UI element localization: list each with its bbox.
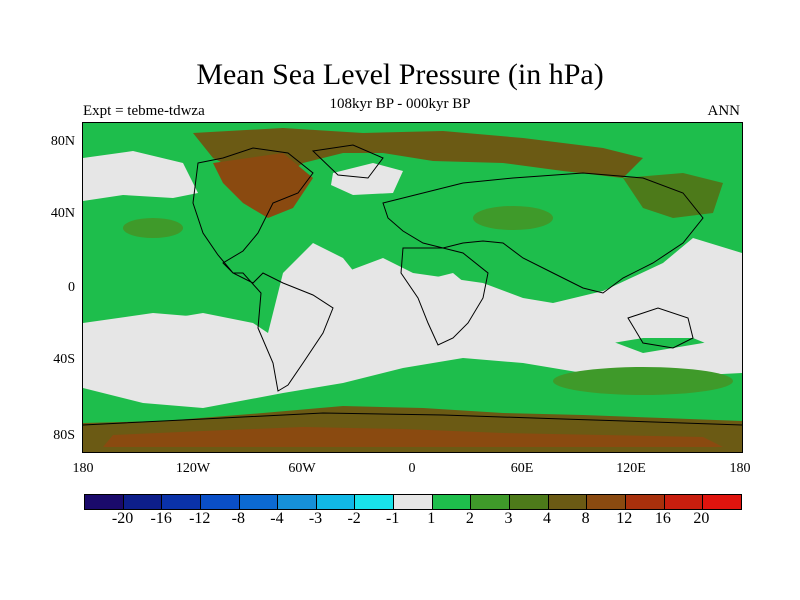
x-label-60e: 60E — [510, 461, 534, 476]
legend-label: 20 — [693, 510, 710, 527]
season-label: ANN — [707, 103, 741, 119]
pressure-map — [82, 122, 743, 453]
x-label-0: 0 — [408, 461, 416, 476]
grey-south-pacific — [83, 313, 303, 388]
legend-swatch — [85, 495, 124, 509]
x-label-120w: 120W — [175, 461, 211, 476]
grey-north-atlantic — [331, 163, 403, 195]
legend-label: -2 — [347, 510, 361, 527]
y-label-80s: 80S — [53, 428, 75, 443]
legend-label: -12 — [189, 510, 211, 527]
legend-swatch — [123, 495, 163, 509]
legend-swatch — [548, 495, 588, 509]
map-subtitle: 108kyr BP - 000kyr BP — [329, 96, 471, 112]
legend-label: -3 — [308, 510, 323, 527]
x-label-180w: 180 — [72, 461, 94, 476]
grey-north-pacific — [83, 151, 198, 201]
green-patch-north-pacific — [123, 218, 183, 238]
legend-swatch — [200, 495, 240, 509]
legend-swatch — [471, 495, 511, 509]
x-label-60w: 60W — [288, 461, 316, 476]
legend-label: 16 — [654, 510, 671, 527]
legend-swatch — [355, 495, 395, 509]
color-legend — [84, 494, 742, 510]
olive-east-asia — [623, 173, 723, 218]
legend-swatch — [394, 495, 433, 509]
legend-swatch — [510, 495, 549, 509]
legend-swatch — [162, 495, 201, 509]
legend-label: -20 — [111, 510, 134, 527]
darkbrown-antarctic — [103, 427, 723, 447]
legend-swatch — [587, 495, 626, 509]
x-label-180e: 180 — [729, 461, 751, 476]
legend-swatch — [703, 495, 741, 509]
legend-swatch — [278, 495, 317, 509]
legend-swatch — [664, 495, 704, 509]
legend-swatch — [625, 495, 665, 509]
legend-label: 4 — [543, 510, 552, 527]
legend-label: -16 — [150, 510, 172, 527]
legend-label: -4 — [270, 510, 284, 527]
x-label-120e: 120E — [616, 461, 646, 476]
legend-label: 1 — [427, 510, 436, 527]
coastlines — [83, 144, 742, 426]
green-patch-south-indian — [553, 367, 733, 395]
grey-atlantic-indian — [343, 238, 742, 358]
y-label-40n: 40N — [50, 206, 75, 221]
legend-label: 3 — [504, 510, 513, 527]
legend-label: 12 — [616, 510, 633, 527]
y-label-40s: 40S — [53, 352, 75, 367]
legend-swatch — [432, 495, 472, 509]
y-label-0: 0 — [68, 280, 75, 295]
brown-north-america — [213, 153, 313, 218]
legend-label: 8 — [581, 510, 590, 527]
y-label-80n: 80N — [50, 134, 75, 149]
brown-north-high — [193, 128, 643, 183]
legend-label: 2 — [465, 510, 474, 527]
legend-swatch — [239, 495, 279, 509]
pressure-field — [83, 123, 742, 452]
map-title: Mean Sea Level Pressure (in hPa) — [196, 58, 604, 91]
legend-label: -8 — [231, 510, 245, 527]
experiment-label: Expt = tebme-tdwza — [83, 103, 205, 119]
legend-swatch — [316, 495, 356, 509]
green-patch-asia — [473, 206, 553, 230]
legend-label: -1 — [386, 510, 400, 527]
